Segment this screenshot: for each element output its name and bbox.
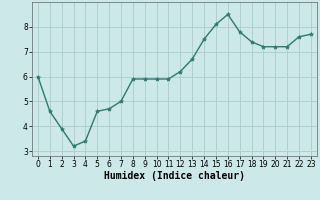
X-axis label: Humidex (Indice chaleur): Humidex (Indice chaleur)	[104, 171, 245, 181]
